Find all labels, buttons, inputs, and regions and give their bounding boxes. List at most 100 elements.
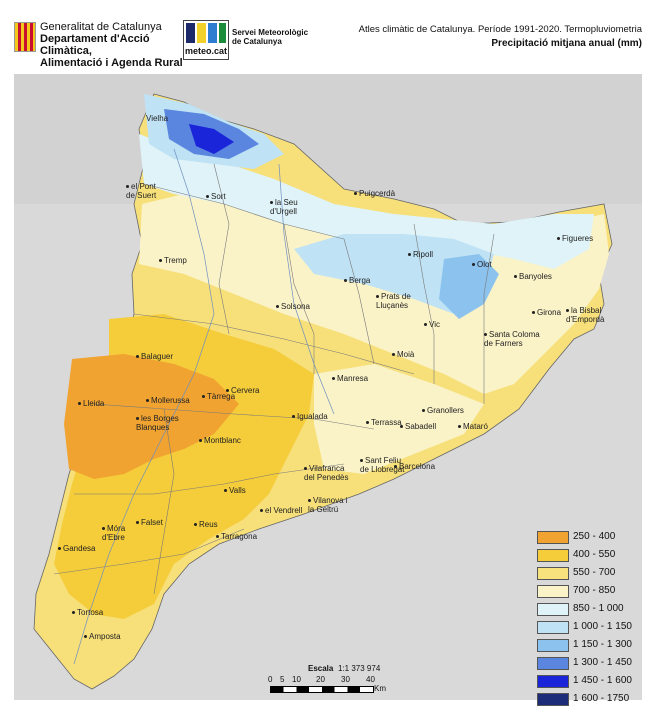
place-sort: Sort — [206, 192, 226, 201]
smc-line2: de Catalunya — [232, 37, 282, 46]
scale-tick-label: 0 — [268, 675, 273, 684]
place-sabadell: Sabadell — [400, 422, 436, 431]
legend-swatch — [537, 639, 569, 652]
place-banyoles: Banyoles — [514, 272, 552, 281]
scale-title: Escala — [308, 664, 334, 673]
place-igualada: Igualada — [292, 412, 328, 421]
place-granollers: Granollers — [422, 406, 464, 415]
place-el-pont-de-suert: el Pont de Suert — [126, 182, 157, 200]
legend-item: 850 - 1 000 — [537, 600, 637, 618]
legend-label: 400 - 550 — [573, 549, 616, 560]
place-mora-d-ebre: Móra d'Ebre — [102, 524, 126, 542]
place-solsona: Solsona — [276, 302, 310, 311]
place-balaguer: Balaguer — [136, 352, 173, 361]
legend-label: 550 - 700 — [573, 567, 616, 578]
place-prats-de-llucanes: Prats de Lluçanès — [376, 292, 411, 310]
place-berga: Berga — [344, 276, 370, 285]
place-tarrega: Tàrrega — [202, 392, 235, 401]
meteocat-label: meteo.cat — [184, 46, 228, 56]
legend-label: 1 450 - 1 600 — [573, 675, 632, 686]
place-tortosa: Tortosa — [72, 608, 103, 617]
legend-label: 700 - 850 — [573, 585, 616, 596]
legend-swatch — [537, 549, 569, 562]
scale-tick-label: 20 — [316, 675, 325, 684]
scale-graphic — [270, 686, 374, 693]
place-sant-feliu-de-llobregat: Sant Feliu de Llobregat — [360, 456, 405, 474]
zone-250-400 — [64, 354, 239, 479]
scale-tick-label: 10 — [292, 675, 301, 684]
place-la-bisbal-d-emporda: la Bisbal d'Empordà — [566, 306, 605, 324]
rivers — [73, 148, 335, 665]
legend-label: 250 - 400 — [573, 531, 616, 542]
gencat-logo: Generalitat de Catalunya Departament d'A… — [14, 21, 190, 69]
place-vielha: Vielha — [146, 114, 169, 123]
place-el-vendrell: el Vendrell — [260, 506, 302, 515]
place-ripoll: Ripoll — [408, 250, 433, 259]
legend-label: 1 150 - 1 300 — [573, 639, 632, 650]
place-puigcerda: Puigcerdà — [354, 189, 395, 198]
map-legend: 250 - 400 400 - 550 550 - 700 700 - 850 … — [537, 528, 637, 708]
scale-tick-label: 40 — [366, 675, 375, 684]
place-amposta: Amposta — [84, 632, 121, 641]
legend-swatch — [537, 531, 569, 544]
place-vic: Vic — [424, 320, 440, 329]
place-reus: Reus — [194, 520, 218, 529]
place-montblanc: Montblanc — [199, 436, 241, 445]
place-vilafranca-del-penedes: Vilafranca del Penedès — [304, 464, 349, 482]
map-subtitle: Precipitació mitjana anual (mm) — [491, 38, 642, 49]
zone-1450-1600 — [189, 124, 234, 154]
map-header: Generalitat de Catalunya Departament d'A… — [0, 0, 656, 74]
legend-item: 250 - 400 — [537, 528, 637, 546]
scale-ratio: 1:1 373 974 — [338, 664, 381, 673]
department-line1: Departament d'Acció Climàtica, — [40, 33, 150, 57]
legend-item: 550 - 700 — [537, 564, 637, 582]
legend-item: 1 150 - 1 300 — [537, 636, 637, 654]
department-line2: Alimentació i Agenda Rural — [40, 57, 183, 69]
map-title: Atles climàtic de Catalunya. Període 199… — [358, 24, 642, 35]
smc-text: Servei Meteorològic de Catalunya — [232, 28, 308, 46]
gencat-text: Generalitat de Catalunya Departament d'A… — [40, 21, 190, 69]
legend-swatch — [537, 657, 569, 670]
legend-swatch — [537, 675, 569, 688]
scale-tick-label: 5 — [280, 675, 285, 684]
legend-swatch — [537, 567, 569, 580]
place-figueres: Figueres — [557, 234, 593, 243]
legend-item: 700 - 850 — [537, 582, 637, 600]
place-cervera: Cervera — [226, 386, 259, 395]
scale-bar: Escala 1:1 373 974 0 5 10 20 30 40 Km — [268, 664, 398, 704]
place-valls: Valls — [224, 486, 246, 495]
map-canvas — [14, 74, 642, 700]
place-mataro: Mataró — [458, 422, 488, 431]
legend-label: 1 000 - 1 150 — [573, 621, 632, 632]
legend-item: 1 300 - 1 450 — [537, 654, 637, 672]
gencat-name: Generalitat de Catalunya — [40, 21, 162, 33]
zone-850-1000 — [139, 134, 594, 269]
scale-ticks: 0 5 10 20 30 40 — [268, 675, 378, 685]
legend-swatch — [537, 585, 569, 598]
place-barcelona: Barcelona — [394, 462, 435, 471]
place-tremp: Tremp — [159, 256, 187, 265]
place-vilanova-i-la-geltru: Vilanova i la Geltrú — [308, 496, 348, 514]
zone-700-850-coast — [314, 364, 484, 474]
legend-swatch — [537, 693, 569, 706]
legend-item: 1 600 - 1750 — [537, 690, 637, 708]
place-girona: Girona — [532, 308, 561, 317]
scale-tick-label: 30 — [341, 675, 350, 684]
place-les-borges-blanques: les Borges Blanques — [136, 414, 179, 432]
senyera-icon — [14, 22, 36, 52]
scale-unit: Km — [374, 684, 386, 693]
place-manresa: Manresa — [332, 374, 368, 383]
legend-label: 850 - 1 000 — [573, 603, 624, 614]
place-la-seu-d-urgell: la Seu d'Urgell — [270, 198, 298, 216]
place-terrassa: Terrassa — [366, 418, 402, 427]
place-falset: Falset — [136, 518, 163, 527]
meteocat-logo: meteo.cat — [183, 20, 229, 60]
legend-item: 1 000 - 1 150 — [537, 618, 637, 636]
precipitation-map: Vielha el Pont de Suert Sort la Seu d'Ur… — [14, 74, 642, 700]
place-gandesa: Gandesa — [58, 544, 95, 553]
legend-swatch — [537, 621, 569, 634]
place-moia: Moià — [392, 350, 414, 359]
smc-line1: Servei Meteorològic — [232, 28, 309, 37]
place-santa-coloma-de-farners: Santa Coloma de Farners — [484, 330, 540, 348]
place-mollerussa: Mollerussa — [146, 396, 190, 405]
